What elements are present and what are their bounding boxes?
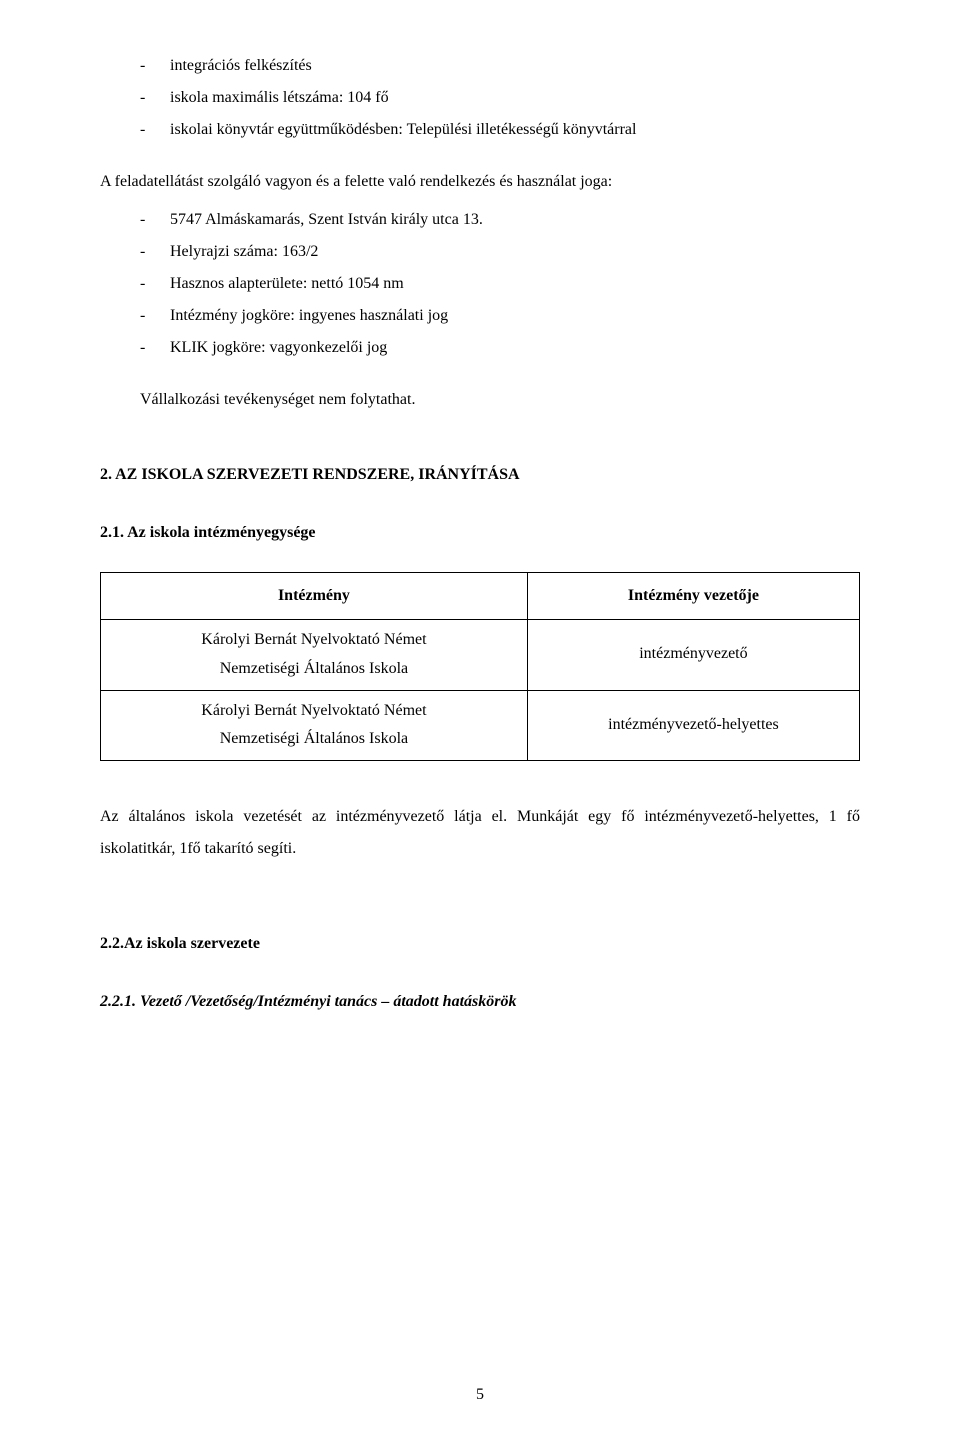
bullet-dash: -: [140, 268, 170, 300]
list-item: - Helyrajzi száma: 163/2: [140, 236, 860, 268]
list-item: - KLIK jogköre: vagyonkezelői jog: [140, 332, 860, 364]
heading-level-4: 2.2.1. Vezető /Vezetőség/Intézményi taná…: [100, 993, 860, 1011]
heading-level-2: 2. AZ ISKOLA SZERVEZETI RENDSZERE, IRÁNY…: [100, 466, 860, 484]
paragraph: A feladatellátást szolgáló vagyon és a f…: [100, 166, 860, 198]
table-row: Károlyi Bernát Nyelvoktató Német Nemzeti…: [101, 690, 860, 761]
table-header-row: Intézmény Intézmény vezetője: [101, 573, 860, 620]
list-item-text: iskola maximális létszáma: 104 fő: [170, 82, 389, 114]
list-item: - integrációs felkészítés: [140, 50, 860, 82]
list-item: - iskolai könyvtár együttműködésben: Tel…: [140, 114, 860, 146]
bullet-dash: -: [140, 204, 170, 236]
list-item: - 5747 Almáskamarás, Szent István király…: [140, 204, 860, 236]
page-number: 5: [0, 1386, 960, 1404]
table-row: Károlyi Bernát Nyelvoktató Német Nemzeti…: [101, 620, 860, 691]
table-cell: intézményvezető: [527, 620, 859, 691]
bullet-dash: -: [140, 332, 170, 364]
table-cell: Károlyi Bernát Nyelvoktató Német Nemzeti…: [101, 620, 528, 691]
bullet-dash: -: [140, 114, 170, 146]
list-item-text: Helyrajzi száma: 163/2: [170, 236, 318, 268]
table-header-cell: Intézmény: [101, 573, 528, 620]
table-cell: intézményvezető-helyettes: [527, 690, 859, 761]
list-item-text: iskolai könyvtár együttműködésben: Telep…: [170, 114, 636, 146]
list-item: - iskola maximális létszáma: 104 fő: [140, 82, 860, 114]
heading-level-3: 2.2.Az iskola szervezete: [100, 935, 860, 953]
bullet-dash: -: [140, 300, 170, 332]
bullet-dash: -: [140, 82, 170, 114]
list-item-text: KLIK jogköre: vagyonkezelői jog: [170, 332, 387, 364]
table-header-cell: Intézmény vezetője: [527, 573, 859, 620]
bullet-dash: -: [140, 50, 170, 82]
table-cell: Károlyi Bernát Nyelvoktató Német Nemzeti…: [101, 690, 528, 761]
bullet-dash: -: [140, 236, 170, 268]
list-item-text: Intézmény jogköre: ingyenes használati j…: [170, 300, 448, 332]
heading-level-3: 2.1. Az iskola intézményegysége: [100, 524, 860, 542]
document-page: - integrációs felkészítés - iskola maxim…: [0, 0, 960, 1434]
list-item-text: integrációs felkészítés: [170, 50, 312, 82]
list-item-text: 5747 Almáskamarás, Szent István király u…: [170, 204, 483, 236]
list-item: - Hasznos alapterülete: nettó 1054 nm: [140, 268, 860, 300]
sub-bullet-list: - 5747 Almáskamarás, Szent István király…: [100, 204, 860, 364]
list-item: - Intézmény jogköre: ingyenes használati…: [140, 300, 860, 332]
indented-line: Vállalkozási tevékenységet nem folytatha…: [140, 384, 860, 416]
top-bullet-list: - integrációs felkészítés - iskola maxim…: [100, 50, 860, 146]
institution-table: Intézmény Intézmény vezetője Károlyi Ber…: [100, 572, 860, 761]
paragraph: Az általános iskola vezetését az intézmé…: [100, 801, 860, 865]
list-item-text: Hasznos alapterülete: nettó 1054 nm: [170, 268, 404, 300]
